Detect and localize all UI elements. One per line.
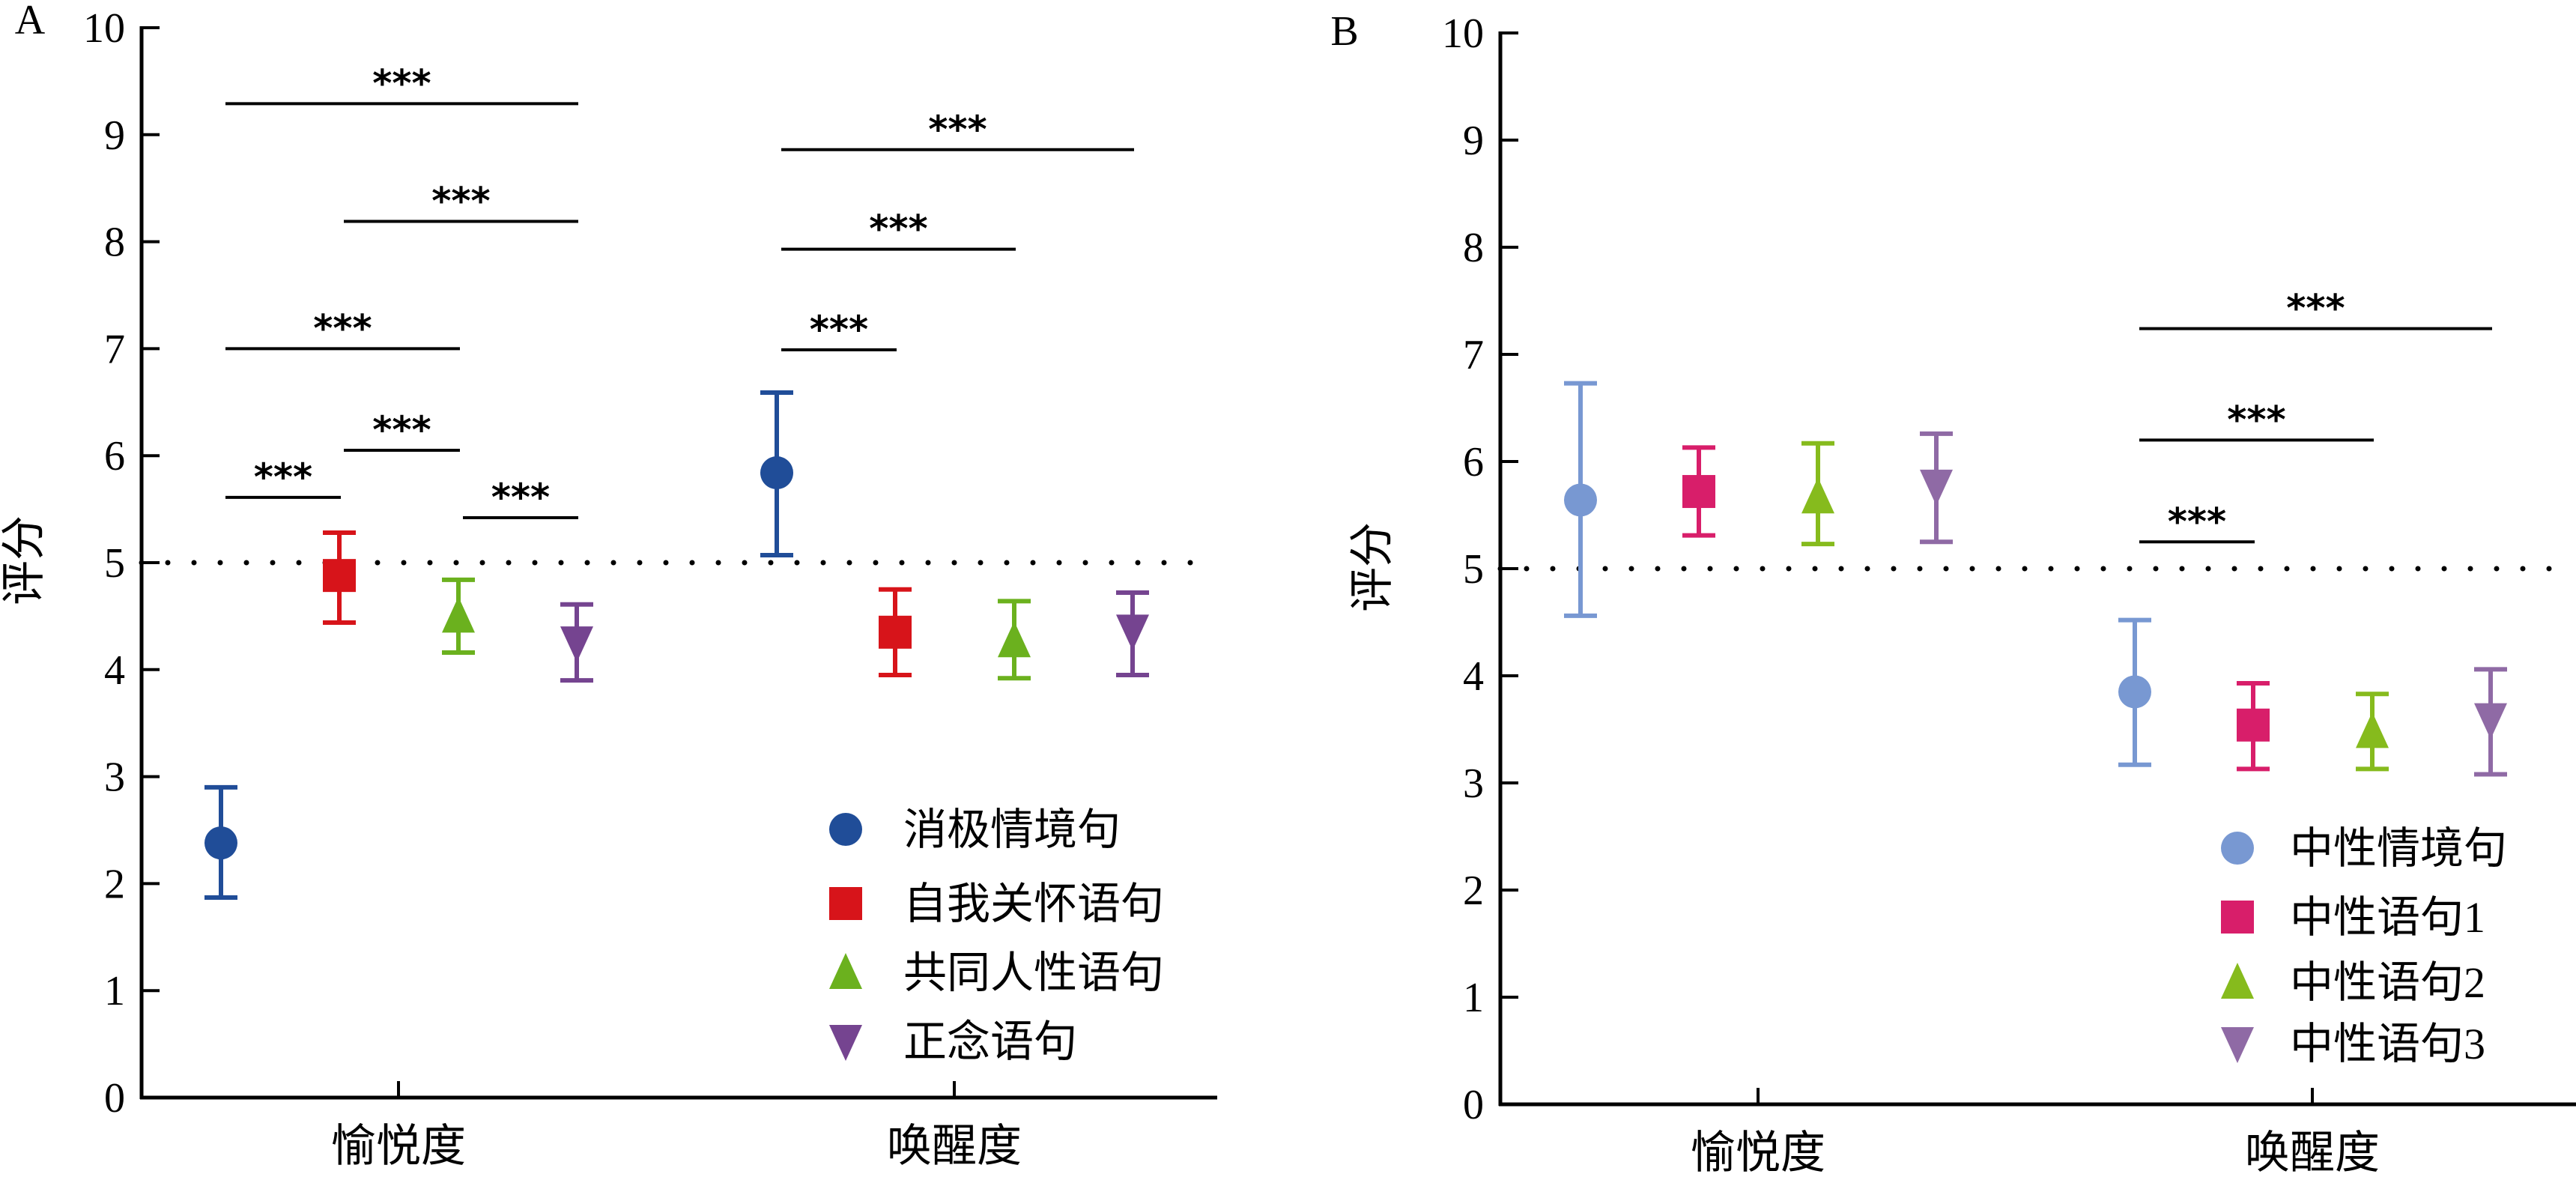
y-axis-label: 评分 <box>0 515 49 605</box>
data-point-circle <box>2118 675 2151 709</box>
data-point-triangle-up <box>2356 712 2389 748</box>
legend-marker-circle <box>829 813 862 846</box>
legend-marker-square <box>829 887 862 920</box>
data-point-triangle-up <box>442 596 475 633</box>
y-tick-label: 1 <box>1463 975 1484 1021</box>
y-tick-label: 6 <box>104 433 125 479</box>
data-point-triangle-down <box>2474 703 2507 739</box>
significance-label: *** <box>2227 398 2285 441</box>
significance-label: *** <box>2286 287 2345 330</box>
legend-label: 自我关怀语句 <box>903 880 1164 928</box>
y-tick-label: 5 <box>1463 546 1484 593</box>
data-point-circle <box>204 826 237 860</box>
significance-label: *** <box>431 179 490 223</box>
y-tick-label: 10 <box>1442 10 1484 57</box>
significance-label: *** <box>372 61 431 105</box>
y-axis-label: 评分 <box>1348 522 1397 612</box>
legend-label: 中性语句3 <box>2290 1020 2485 1068</box>
panel-label: B <box>1330 8 1358 55</box>
data-point-circle <box>1564 483 1597 517</box>
legend-label: 中性情境句 <box>2290 824 2507 873</box>
y-tick-label: 8 <box>104 220 125 266</box>
y-tick-label: 0 <box>104 1075 125 1122</box>
y-tick-label: 2 <box>1463 868 1484 914</box>
data-point-triangle-up <box>1801 477 1834 514</box>
significance-label: *** <box>928 108 987 151</box>
y-tick-label: 4 <box>104 647 125 694</box>
data-point-circle <box>760 456 793 490</box>
legend-marker-triangle-down <box>829 1025 862 1061</box>
x-tick-label: 唤醒度 <box>2245 1128 2380 1177</box>
legend-marker-square <box>2221 901 2254 934</box>
significance-label: *** <box>372 408 431 452</box>
significance-label: *** <box>2168 500 2226 543</box>
y-tick-label: 4 <box>1463 653 1484 700</box>
x-tick-label: 唤醒度 <box>887 1122 1022 1171</box>
data-point-triangle-down <box>560 626 593 663</box>
y-tick-label: 7 <box>1463 332 1484 378</box>
legend-marker-circle <box>2221 832 2254 865</box>
y-tick-label: 2 <box>104 861 125 907</box>
significance-label: *** <box>254 456 312 499</box>
legend-label: 消极情境句 <box>903 805 1121 854</box>
data-point-square <box>323 559 356 593</box>
data-point-triangle-up <box>998 621 1031 658</box>
legend-marker-triangle-up <box>829 953 862 989</box>
y-tick-label: 6 <box>1463 439 1484 485</box>
y-tick-label: 3 <box>104 754 125 801</box>
y-tick-label: 7 <box>104 326 125 372</box>
legend-label: 中性语句2 <box>2290 958 2485 1007</box>
x-tick-label: 愉悦度 <box>331 1122 466 1171</box>
legend-marker-triangle-down <box>2221 1027 2254 1063</box>
y-tick-label: 1 <box>104 968 125 1014</box>
y-tick-label: 3 <box>1463 760 1484 807</box>
legend-label: 正念语句 <box>903 1017 1077 1066</box>
significance-label: *** <box>869 208 927 251</box>
data-point-square <box>879 615 912 649</box>
legend-label: 共同人性语句 <box>903 948 1164 997</box>
data-point-triangle-down <box>1920 469 1953 506</box>
data-point-triangle-down <box>1116 614 1149 651</box>
y-tick-label: 10 <box>83 5 125 52</box>
legend-marker-triangle-up <box>2221 963 2254 999</box>
y-tick-label: 9 <box>1463 118 1484 164</box>
legend-label: 中性语句1 <box>2290 893 2485 942</box>
data-point-square <box>1682 475 1715 509</box>
significance-label: *** <box>491 476 550 519</box>
y-tick-label: 5 <box>104 540 125 587</box>
y-tick-label: 8 <box>1463 225 1484 271</box>
x-tick-label: 愉悦度 <box>1691 1128 1825 1177</box>
significance-label: *** <box>810 308 868 351</box>
y-tick-label: 9 <box>104 112 125 159</box>
data-point-square <box>2237 708 2270 742</box>
y-tick-label: 0 <box>1463 1082 1484 1128</box>
significance-label: *** <box>313 306 372 350</box>
panel-label: A <box>15 0 46 43</box>
